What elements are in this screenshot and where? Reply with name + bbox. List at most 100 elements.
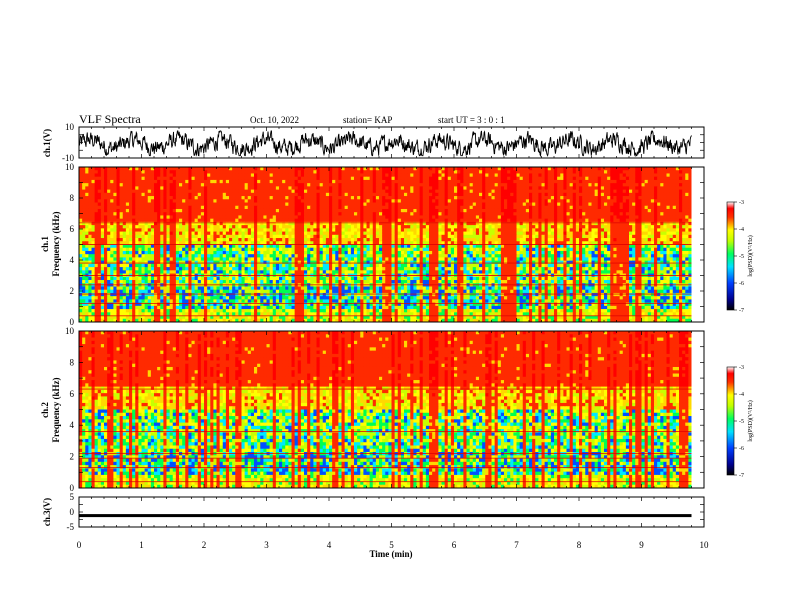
ch1-spectrogram-cell [169, 234, 174, 239]
ch1-spectrogram-cell [182, 179, 186, 184]
ch1-spectrogram-cell [500, 176, 505, 181]
ch1-spectrogram-cell [688, 189, 692, 194]
ch1-spectrogram-cell [232, 208, 236, 213]
ch1-spectrogram-cell [254, 225, 258, 229]
ch1-spectrogram-cell [494, 225, 499, 229]
ch1-spectrogram-cell [229, 225, 233, 229]
ch1-spectrogram-cell [654, 196, 658, 200]
ch1-spectrogram-cell [444, 231, 449, 236]
ch1-spectrogram-cell [94, 215, 99, 220]
ch1-spectrogram-cell [407, 173, 411, 178]
ch1-spectrogram-cell [563, 192, 567, 197]
ch1-spectrogram-cell [150, 170, 155, 174]
ch1-spectrogram-cell [532, 244, 536, 249]
ch1-spectrogram-cell [622, 234, 627, 239]
ch1-spectrogram-cell [116, 234, 121, 239]
ch1-spectrogram-cell [300, 167, 305, 171]
ch1-spectrogram-cell [341, 192, 346, 197]
ch1-spectrogram-cell [216, 170, 221, 174]
ch1-spectrogram-cell [132, 192, 136, 197]
ch1-spectrogram-cell [519, 173, 524, 178]
ch1-spectrogram-cell [235, 183, 239, 187]
ch1-spectrogram-cell [444, 215, 449, 220]
ch1-spectrogram-cell [94, 202, 99, 207]
ch1-spectrogram-cell [263, 225, 267, 229]
ch1-spectrogram-cell [147, 179, 152, 184]
ch1-spectrogram-cell [244, 228, 249, 232]
ch1-spectrogram-cell [138, 186, 142, 191]
ch1-spectrogram-cell [679, 231, 683, 236]
ch1-spectrogram-cell [463, 231, 467, 236]
ch1-spectrogram-cell [541, 189, 546, 194]
ch1-spectrogram-cell [238, 208, 242, 213]
ch1-spectrogram-cell [382, 167, 386, 171]
ch1-spectrogram-cell [588, 199, 592, 203]
ch1-spectrogram-cell [350, 186, 355, 191]
ch1-spectrogram-cell [250, 173, 255, 178]
ch1-spectrogram-cell [185, 241, 189, 245]
ch1-spectrogram-cell [132, 221, 136, 226]
ch1-spectrogram-cell [441, 196, 446, 200]
ch1-spectrogram-cell [216, 179, 221, 184]
ch1-spectrogram-cell [504, 192, 508, 197]
ch1-spectrogram-cell [616, 205, 621, 210]
ch1-spectrogram-cell [535, 218, 539, 223]
ch1-spectrogram-cell [547, 179, 552, 184]
ch1-spectrogram-cell [654, 225, 658, 229]
ch1-spectrogram-cell [79, 167, 83, 171]
ch1-spectrogram-cell [544, 202, 549, 207]
ch1-spectrogram-cell [438, 173, 442, 178]
ch1-spectrogram-cell [579, 228, 583, 232]
ch1-spectrogram-cell [169, 208, 174, 213]
ch1-spectrogram-cell [550, 228, 555, 232]
ch1-spectrogram-cell [610, 167, 614, 171]
ch1-spectrogram-cell [616, 241, 621, 245]
ch1-spectrogram-cell [563, 199, 567, 203]
ch1-spectrogram-cell [410, 170, 414, 174]
ch1-spectrogram-cell [316, 176, 321, 181]
ch1-spectrogram-image [79, 167, 704, 322]
ch1-spectrogram-cell [485, 215, 489, 220]
ch1-spectrogram-cell [510, 225, 514, 229]
ch1-ytick-bottom: -10 [62, 153, 74, 163]
ch1-spectrogram-cell [394, 167, 399, 171]
ch1-spectrogram-cell [422, 173, 427, 178]
ch1-spectrogram-cell [466, 202, 471, 207]
ch1-spectrogram-cell [335, 221, 339, 226]
ch1-spectrogram-cell [650, 189, 655, 194]
ch1-spectrogram-cell [354, 225, 358, 229]
ch1-spectrogram-cell [385, 167, 389, 171]
ch1-spectrogram-cell [563, 183, 567, 187]
ch1-spectrogram-cell [338, 170, 342, 174]
ch1-spectrogram-cell [116, 208, 121, 213]
ch1-spectrogram-cell [354, 234, 358, 239]
ch1-spectrogram-cell [657, 212, 661, 216]
ch1-spectrogram-cell [457, 234, 461, 239]
ch1-spectrogram-cell [338, 241, 342, 245]
ch1-spectrogram-cell [272, 173, 277, 178]
ch1-spectrogram-cell [547, 205, 552, 210]
ch1-spectrogram-cell [116, 215, 121, 220]
ch1-spectrogram-cell [600, 173, 605, 178]
ch1-spectrogram-cell [482, 218, 486, 223]
ch1-spectrogram-cell [463, 183, 467, 187]
ch1-spectrogram-cell [532, 176, 536, 181]
ch1-spectrogram-cell [388, 189, 392, 194]
ch1-spectrogram-cell [535, 225, 539, 229]
ch1-spectrogram-cell [385, 228, 389, 232]
ch1-spectrogram-cell [394, 208, 399, 213]
ch1-spectrogram-cell [216, 176, 221, 181]
ch1-spectrogram-cell [135, 179, 139, 184]
ch1-spectrogram-cell [282, 170, 286, 174]
ch1-spectrogram-cell [225, 212, 230, 216]
ch1-spectrogram-cell [338, 212, 342, 216]
ch1-spectrogram-cell [263, 170, 267, 174]
ch1-spectrogram-cell [516, 196, 521, 200]
ch1-spectrogram-cell [279, 199, 283, 203]
ch1-spectrogram-cell [213, 234, 217, 239]
ch1-spectrogram-cell [575, 167, 580, 171]
ch1-spectrogram-cell [213, 199, 217, 203]
ch1-spectrogram-cell [238, 199, 242, 203]
ch1-spectrogram-cell [379, 179, 383, 184]
ch1-spectrogram-cell [388, 208, 392, 213]
